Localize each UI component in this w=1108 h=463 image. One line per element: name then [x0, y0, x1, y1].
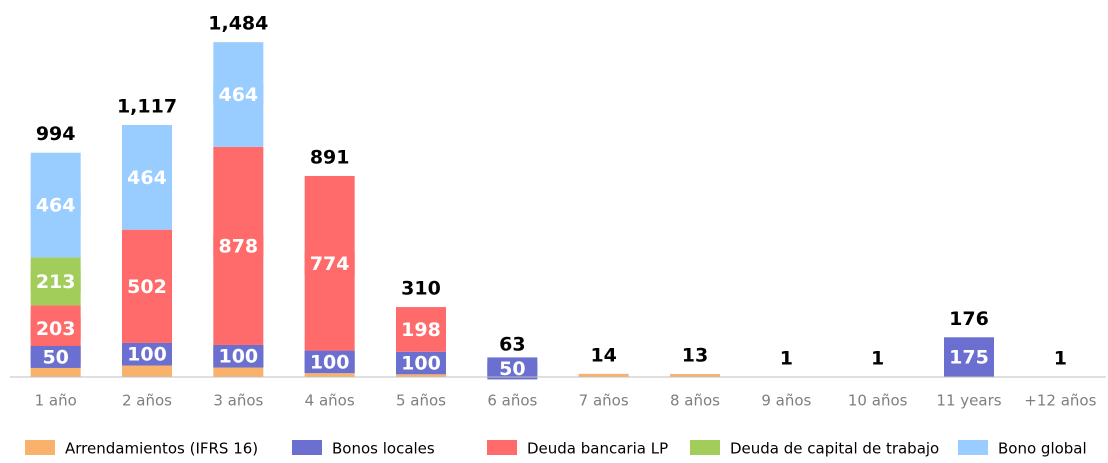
legend-swatch	[958, 440, 988, 455]
total-label: 13	[682, 345, 708, 367]
x-tick-label: 7 años	[579, 392, 629, 410]
x-tick-label: 11 years	[936, 392, 1001, 410]
segment-label: 203	[36, 318, 76, 340]
segment-label: 175	[949, 347, 989, 369]
x-tick-label: 2 años	[122, 392, 172, 410]
segment-label: 774	[310, 253, 350, 275]
segment-label: 464	[218, 84, 258, 106]
total-label: 1,117	[117, 95, 177, 117]
legend-swatch	[25, 440, 55, 455]
x-tick-label: 9 años	[761, 392, 811, 410]
x-tick-label: +12 años	[1024, 392, 1096, 410]
segment-label: 100	[127, 344, 167, 366]
bar-segment	[213, 368, 263, 377]
legend-swatch	[292, 440, 322, 455]
x-tick-label: 6 años	[487, 392, 537, 410]
legend-label: Deuda de capital de trabajo	[730, 440, 939, 458]
total-label: 176	[949, 308, 989, 330]
legend-swatch	[487, 440, 517, 455]
legend-label: Bonos locales	[332, 440, 435, 458]
total-label: 63	[499, 333, 525, 355]
total-label: 994	[36, 123, 76, 145]
total-label: 1	[780, 347, 793, 369]
segment-label: 464	[127, 167, 167, 189]
segment-label: 198	[401, 319, 441, 341]
segment-label: 213	[36, 271, 76, 293]
x-tick-label: 5 años	[396, 392, 446, 410]
total-label: 891	[310, 146, 350, 168]
legend-label: Deuda bancaria LP	[527, 440, 668, 458]
x-tick-label: 4 años	[305, 392, 355, 410]
total-label: 1,484	[208, 13, 268, 35]
legend-label: Arrendamientos (IFRS 16)	[65, 440, 258, 458]
x-tick-label: 3 años	[213, 392, 263, 410]
x-tick-label: 1 año	[35, 392, 77, 410]
segment-label: 878	[218, 235, 258, 257]
bar-segment	[305, 373, 355, 377]
total-label: 14	[590, 344, 616, 366]
bar-segment	[122, 365, 172, 377]
segment-label: 502	[127, 276, 167, 298]
segment-label: 100	[401, 353, 441, 375]
segment-label: 100	[310, 351, 350, 373]
legend-swatch	[690, 440, 720, 455]
x-tick-label: 8 años	[670, 392, 720, 410]
total-label: 1	[871, 347, 884, 369]
total-label: 1	[1054, 347, 1067, 369]
segment-label: 464	[36, 195, 76, 217]
legend-label: Bono global	[998, 440, 1087, 458]
segment-label: 100	[218, 346, 258, 368]
x-tick-label: 10 años	[848, 392, 908, 410]
segment-label: 50	[42, 346, 68, 368]
total-label: 310	[401, 278, 441, 300]
